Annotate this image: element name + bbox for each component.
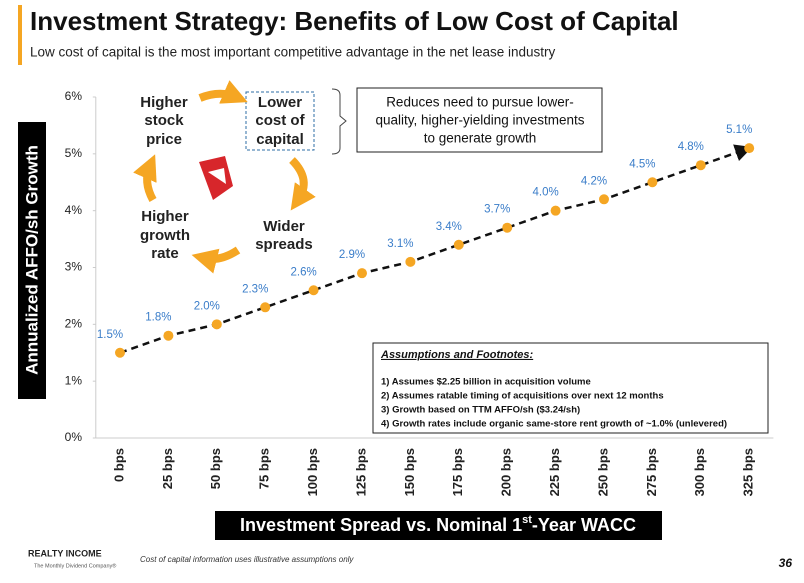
cycle-arrow — [191, 246, 241, 274]
data-point — [211, 319, 222, 330]
data-point — [599, 194, 609, 205]
x-tick-label: 50 bps — [208, 448, 223, 489]
footnote: 1) Assumes $2.25 billion in acquisition … — [381, 377, 591, 388]
cycle-label: cost of — [255, 112, 305, 129]
company-name: REALTY INCOME — [28, 548, 102, 558]
y-tick-label: 1% — [65, 373, 83, 387]
y-label-box — [18, 122, 46, 399]
footnote: 4) Growth rates include organic same-sto… — [381, 419, 727, 430]
cycle-diagram: Higher stock price Lower cost of capital… — [133, 80, 316, 274]
x-tick-label: 200 bps — [499, 448, 514, 496]
x-tick-label: 150 bps — [402, 448, 417, 496]
cycle-arrow — [133, 154, 157, 202]
x-tick-label: 100 bps — [305, 448, 320, 496]
data-label: 4.5% — [629, 158, 655, 170]
x-tick-label: 125 bps — [353, 448, 368, 496]
cycle-label: Wider — [263, 218, 305, 235]
cycle-arrow — [289, 157, 316, 211]
callout-text: to generate growth — [424, 131, 537, 146]
data-point — [115, 347, 125, 358]
x-tick-label: 25 bps — [160, 448, 175, 489]
trend-line — [119, 144, 753, 354]
logo-mark — [208, 168, 226, 184]
page-number: 36 — [779, 556, 793, 570]
x-label-box — [215, 511, 662, 540]
footer-note: Cost of capital information uses illustr… — [140, 555, 354, 564]
y-tick-label: 6% — [65, 89, 83, 103]
slide-subtitle: Low cost of capital is the most importan… — [30, 45, 556, 60]
data-label: 3.4% — [436, 221, 462, 233]
data-point — [647, 177, 658, 188]
callout-box — [356, 87, 603, 153]
bracket — [331, 88, 347, 155]
cycle-arrow — [198, 80, 248, 104]
data-label: 2.6% — [290, 266, 316, 278]
x-tick-label: 275 bps — [644, 448, 659, 496]
y-tick-label: 2% — [65, 317, 83, 331]
data-label: 3.1% — [387, 238, 413, 250]
cycle-label: stock — [144, 112, 184, 129]
x-tick-label: 0 bps — [111, 448, 126, 482]
footnote: 3) Growth based on TTM AFFO/sh ($3.24/sh… — [381, 405, 580, 416]
cycle-label: Lower — [258, 94, 302, 111]
x-tick-label: 250 bps — [595, 448, 610, 496]
y-tick-label: 0% — [65, 430, 83, 444]
data-label: 5.1% — [726, 124, 752, 136]
cycle-label: growth — [140, 227, 190, 244]
y-tick-label: 4% — [65, 203, 83, 217]
cost-box — [245, 91, 315, 151]
y-tick-label: 5% — [65, 146, 83, 160]
x-tick-label: 300 bps — [692, 448, 707, 496]
company-tagline: The Monthly Dividend Company® — [34, 562, 116, 569]
data-point — [260, 302, 271, 313]
cycle-label: rate — [151, 245, 179, 262]
data-point — [163, 330, 174, 341]
x-axis-label-part: Investment Spread vs. Nominal 1 — [240, 515, 522, 535]
data-label: 4.0% — [532, 187, 558, 199]
data-point — [308, 285, 319, 296]
callout-text: quality, higher-yielding investments — [375, 113, 584, 128]
cycle-label: capital — [256, 131, 304, 148]
y-axis-label: Annualized AFFO/sh Growth — [22, 145, 41, 375]
data-point — [357, 268, 367, 279]
footnote: 2) Assumes ratable timing of acquisition… — [381, 391, 664, 402]
data-point — [453, 239, 464, 250]
cycle-label: Higher — [141, 208, 189, 225]
data-label: 4.8% — [678, 141, 704, 153]
x-axis-label-part: -Year WACC — [532, 515, 636, 535]
cycle-label: spreads — [255, 236, 313, 253]
data-point — [695, 160, 706, 171]
x-tick-label: 75 bps — [257, 448, 272, 489]
callout-text: Reduces need to pursue lower- — [386, 95, 574, 110]
data-label: 2.0% — [194, 300, 220, 312]
y-tick-label: 3% — [65, 260, 83, 274]
data-point — [550, 205, 561, 216]
x-tick-label: 175 bps — [450, 448, 465, 496]
data-label: 4.2% — [581, 175, 607, 187]
title-accent — [18, 5, 22, 65]
data-point — [744, 143, 755, 154]
data-point — [502, 222, 513, 233]
logo-mark — [199, 156, 233, 200]
data-label: 3.7% — [484, 204, 510, 216]
data-point — [405, 256, 416, 267]
footnote-title: Assumptions and Footnotes: — [380, 349, 534, 361]
footnote-box — [372, 342, 769, 434]
data-label: 2.9% — [339, 249, 365, 261]
x-tick-label: 325 bps — [741, 448, 756, 496]
x-axis-label-sup: st — [522, 514, 532, 526]
x-tick-label: 225 bps — [547, 448, 562, 496]
slide-title: Investment Strategy: Benefits of Low Cos… — [30, 6, 679, 36]
data-label: 2.3% — [242, 283, 268, 295]
cycle-label: price — [146, 131, 182, 148]
data-label: 1.5% — [97, 329, 123, 341]
cycle-label: Higher — [140, 94, 188, 111]
x-axis-label: Investment Spread vs. Nominal 1st-Year W… — [240, 514, 636, 535]
data-label: 1.8% — [145, 312, 171, 324]
